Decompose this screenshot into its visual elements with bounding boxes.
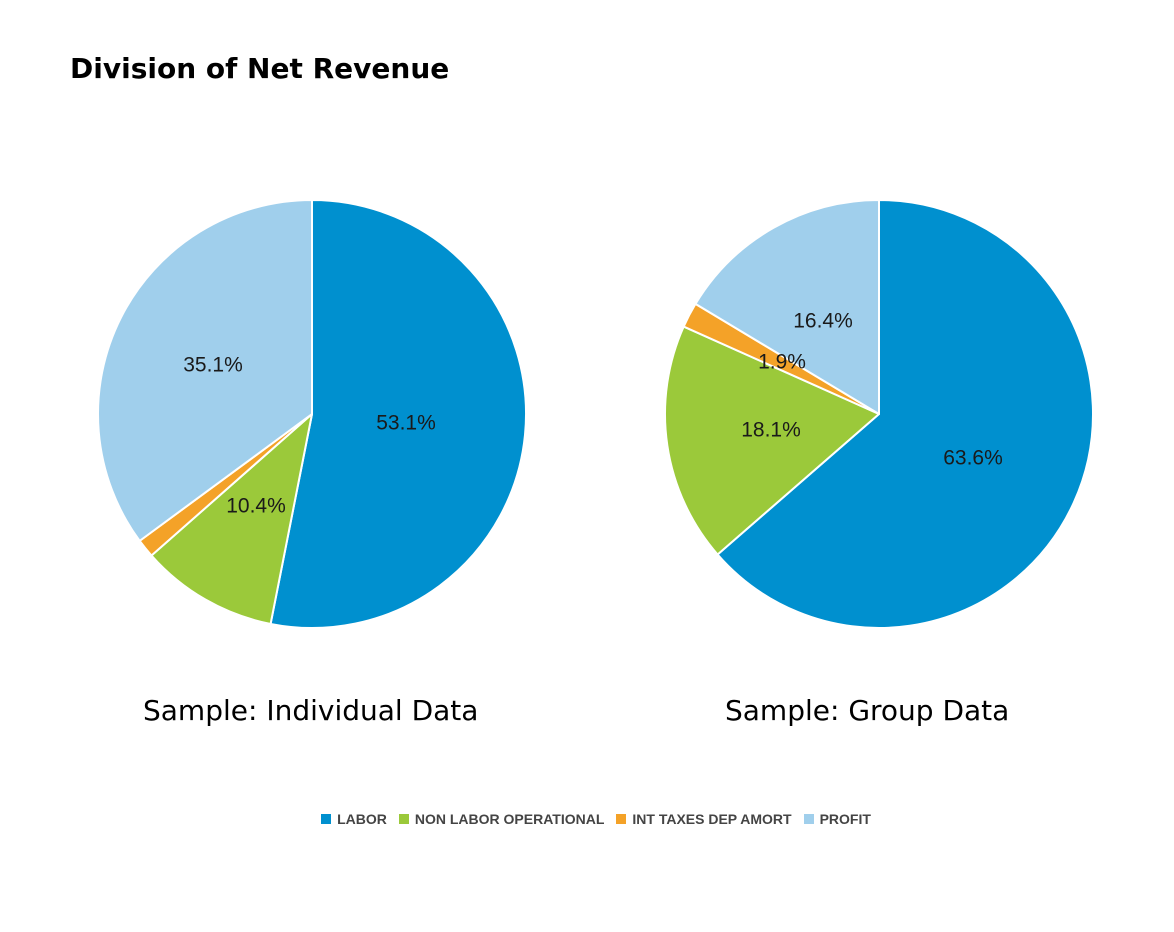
- legend-item-non-labor-operational: NON LABOR OPERATIONAL: [398, 811, 605, 827]
- pie-data-label-non-labor-operational: 18.1%: [741, 419, 801, 442]
- page-title: Division of Net Revenue: [70, 52, 450, 85]
- pie-data-label-labor: 63.6%: [943, 447, 1003, 470]
- pie-chart-group: 63.6% 18.1% 1.9% 16.4%: [664, 199, 1094, 629]
- chart-title-individual: Sample: Individual Data: [143, 694, 479, 727]
- legend-swatch-int-taxes-dep-amort: [616, 814, 627, 824]
- pie-chart-individual: 53.1% 10.4% 35.1%: [97, 199, 527, 629]
- pie-data-label-int-taxes-dep-amort: 1.9%: [758, 351, 806, 374]
- legend-swatch-profit: [803, 814, 814, 824]
- legend-item-profit: PROFIT: [803, 811, 871, 827]
- legend-item-labor: LABOR: [321, 811, 387, 827]
- legend-label: PROFIT: [819, 811, 871, 827]
- pie-data-label-non-labor-operational: 10.4%: [226, 495, 286, 518]
- chart-title-group: Sample: Group Data: [725, 694, 1010, 727]
- chart-legend: LABOR NON LABOR OPERATIONAL INT TAXES DE…: [0, 811, 1174, 827]
- pie-slice-non-labor-operational: [664, 325, 880, 556]
- legend-label: NON LABOR OPERATIONAL: [414, 811, 605, 827]
- pie-data-label-labor: 53.1%: [376, 412, 436, 435]
- pie-slice-profit: [694, 199, 880, 415]
- legend-swatch-labor: [321, 814, 332, 824]
- pie-slice-non-labor-operational: [150, 413, 313, 625]
- pie-slice-labor: [716, 199, 1094, 629]
- legend-label: INT TAXES DEP AMORT: [632, 811, 792, 827]
- legend-label: LABOR: [337, 811, 387, 827]
- pie-data-label-profit: 16.4%: [793, 310, 853, 333]
- legend-item-int-taxes-dep-amort: INT TAXES DEP AMORT: [616, 811, 792, 827]
- pie-data-label-profit: 35.1%: [183, 354, 243, 377]
- pie-slice-labor: [269, 199, 527, 629]
- legend-swatch-non-labor-operational: [398, 814, 409, 824]
- pie-slice-profit: [97, 199, 313, 542]
